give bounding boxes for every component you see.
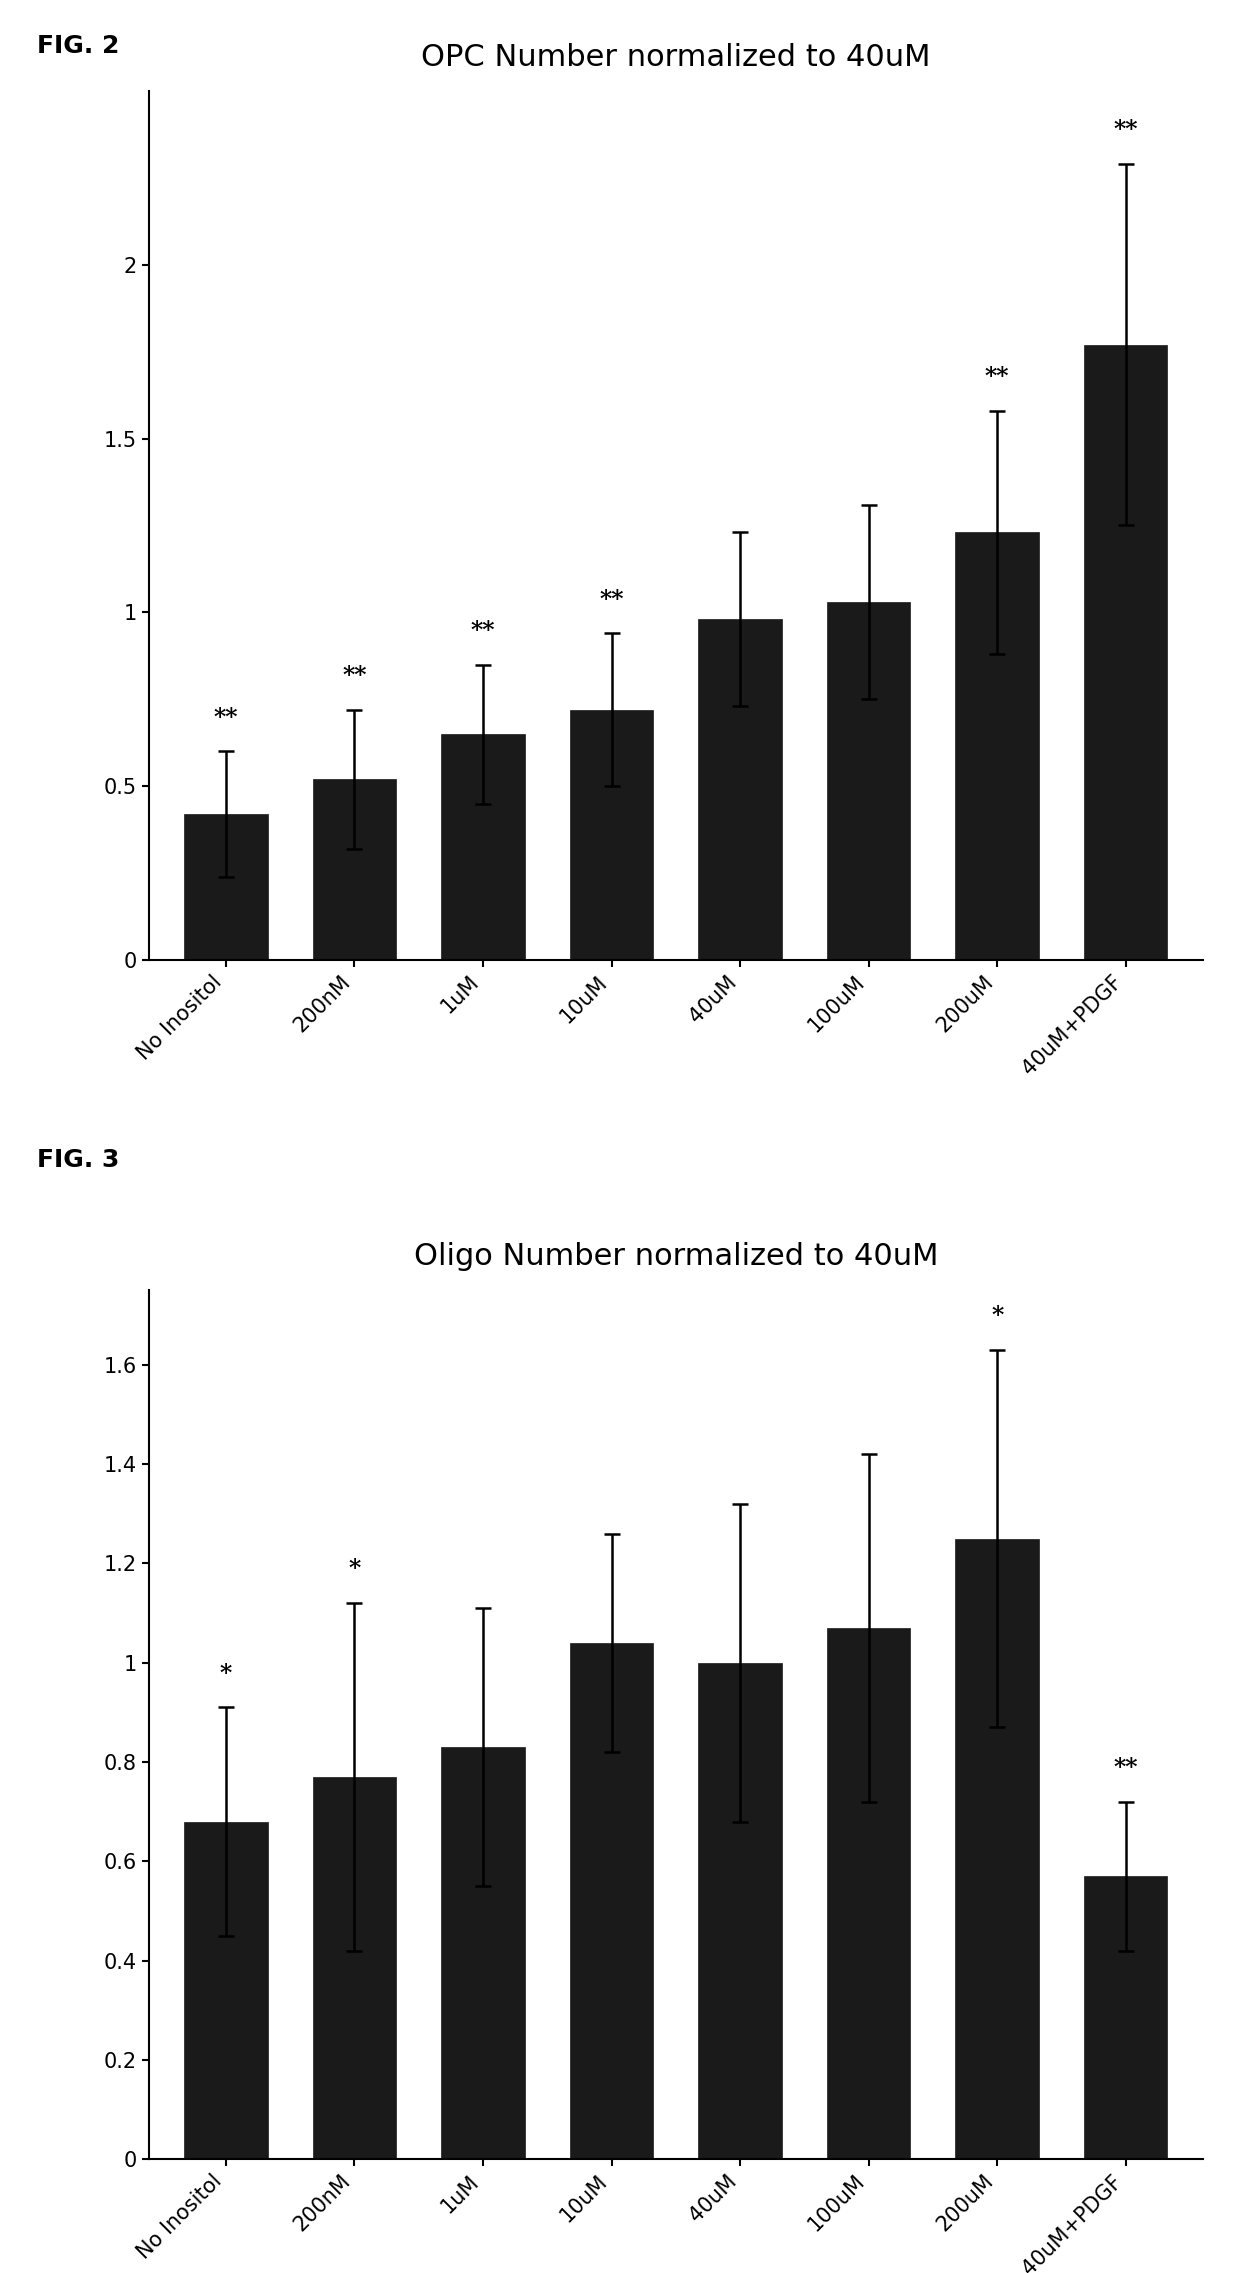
Bar [185,814,268,959]
Title: OPC Number normalized to 40uM: OPC Number normalized to 40uM [422,43,930,73]
Text: **: ** [1114,1757,1138,1780]
Text: FIG. 2: FIG. 2 [37,34,119,59]
Bar [1084,1875,1167,2159]
Bar [1084,345,1167,959]
Text: **: ** [342,664,367,689]
Text: **: ** [985,366,1009,389]
Bar [955,1539,1039,2159]
Bar [698,618,782,959]
Text: **: ** [599,586,624,611]
Bar [312,1777,397,2159]
Title: Oligo Number normalized to 40uM: Oligo Number normalized to 40uM [414,1243,937,1271]
Bar [827,1627,910,2159]
Bar [441,1748,525,2159]
Text: **: ** [213,705,238,730]
Bar [827,602,910,959]
Bar [698,1664,782,2159]
Text: **: ** [471,618,495,643]
Bar [955,532,1039,959]
Bar [569,709,653,959]
Text: **: ** [1114,118,1138,143]
Text: FIG. 3: FIG. 3 [37,1148,119,1173]
Bar [312,780,397,959]
Text: *: * [348,1557,361,1582]
Bar [569,1643,653,2159]
Text: *: * [991,1305,1003,1327]
Text: *: * [219,1662,232,1687]
Bar [441,734,525,959]
Bar [185,1821,268,2159]
